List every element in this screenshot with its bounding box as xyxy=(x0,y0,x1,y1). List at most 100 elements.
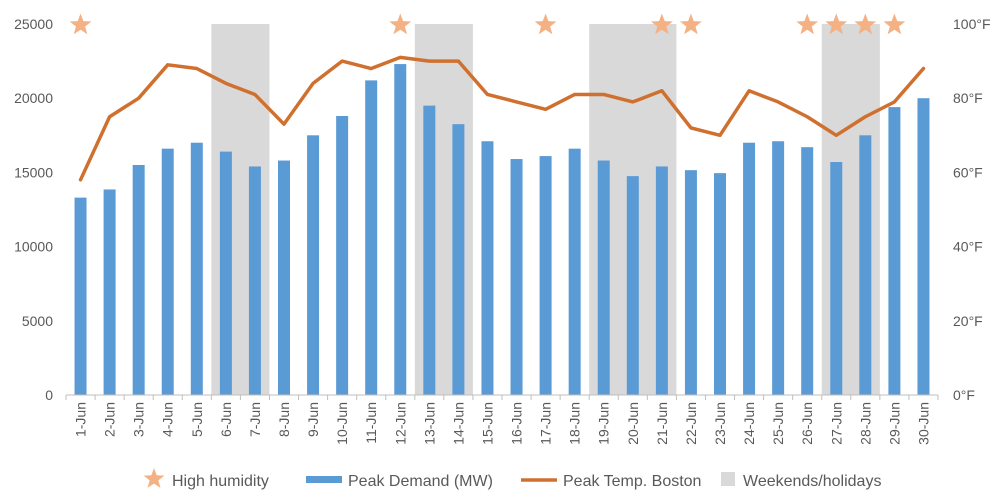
x-tick-label: 22-Jun xyxy=(683,402,699,445)
left-axis-tick-label: 10000 xyxy=(14,239,53,255)
humidity-stars-layer xyxy=(69,13,906,35)
left-axis-ticks: 0 5000 10000 15000 20000 25000 xyxy=(14,16,53,403)
demand-bar-20-Jun xyxy=(626,176,639,395)
left-axis-tick-label: 0 xyxy=(45,387,53,403)
demand-bar-11-Jun xyxy=(365,80,378,395)
demand-bars-layer xyxy=(74,64,930,396)
temperature-line-layer xyxy=(78,55,926,182)
demand-bar-2-Jun xyxy=(103,189,116,395)
x-tick-label: 26-Jun xyxy=(799,402,815,445)
legend-label: High humidity xyxy=(172,473,269,490)
right-axis-tick-label: 80°F xyxy=(953,90,983,106)
demand-bar-17-Jun xyxy=(539,156,552,395)
legend: High humidity Peak Demand (MW) Peak Temp. … xyxy=(143,468,881,490)
x-tick-label: 25-Jun xyxy=(770,402,786,445)
demand-bar-28-Jun xyxy=(859,135,872,396)
x-tick-label: 8-Jun xyxy=(276,402,292,437)
demand-bar-26-Jun xyxy=(801,147,814,395)
right-axis-tick-label: 20°F xyxy=(953,313,983,329)
demand-bar-16-Jun xyxy=(510,159,523,395)
x-axis-ticks: 1-Jun 2-Jun 3-Jun 4-Jun 5-Jun 6-Jun 7-Jun 8-Jun… xyxy=(73,402,932,445)
demand-bar-6-Jun xyxy=(219,151,232,395)
demand-bar-9-Jun xyxy=(307,135,320,396)
x-tick-label: 21-Jun xyxy=(654,402,670,445)
legend-label: Peak Temp. Boston xyxy=(563,473,701,490)
demand-bar-27-Jun xyxy=(830,162,843,395)
demand-bar-19-Jun xyxy=(597,160,610,395)
humidity-star-1-Jun xyxy=(69,13,92,35)
right-axis-ticks: 0°F 20°F 40°F 60°F 80°F 100°F xyxy=(953,16,991,403)
x-tick-label: 3-Jun xyxy=(131,402,147,437)
legend-item-1: Peak Demand (MW) xyxy=(306,473,493,490)
x-tick-label: 13-Jun xyxy=(421,402,437,445)
x-tick-label: 29-Jun xyxy=(886,402,902,445)
humidity-star-12-Jun xyxy=(389,13,412,35)
x-tick-label: 11-Jun xyxy=(363,402,379,444)
legend-bar-icon xyxy=(306,476,342,483)
legend-label: Weekends/holidays xyxy=(743,473,881,490)
x-tick-label: 19-Jun xyxy=(596,402,612,445)
demand-bar-12-Jun xyxy=(394,64,407,395)
demand-bar-23-Jun xyxy=(714,173,726,395)
humidity-star-17-Jun xyxy=(534,13,557,35)
x-tick-label: 7-Jun xyxy=(247,402,263,437)
right-axis-tick-label: 60°F xyxy=(953,164,983,180)
x-tick-label: 12-Jun xyxy=(392,402,408,445)
x-tick-label: 27-Jun xyxy=(828,402,844,445)
x-tick-label: 18-Jun xyxy=(567,402,583,445)
x-tick-label: 2-Jun xyxy=(102,402,118,437)
demand-bar-3-Jun xyxy=(132,164,145,395)
demand-bar-5-Jun xyxy=(190,142,203,395)
x-tick-label: 14-Jun xyxy=(450,402,466,445)
humidity-star-21-Jun xyxy=(650,13,673,35)
axes-layer xyxy=(65,394,939,400)
demand-bar-1-Jun xyxy=(74,197,87,395)
humidity-star-26-Jun xyxy=(796,13,819,35)
demand-bar-22-Jun xyxy=(684,170,697,395)
x-tick-label: 15-Jun xyxy=(479,402,495,445)
temperature-line xyxy=(78,55,926,182)
demand-bar-25-Jun xyxy=(772,141,785,395)
left-axis-tick-label: 5000 xyxy=(22,313,53,329)
x-tick-label: 10-Jun xyxy=(334,402,350,445)
legend-item-3: Weekends/holidays xyxy=(721,472,881,490)
x-tick-label: 6-Jun xyxy=(218,402,234,437)
x-tick-label: 24-Jun xyxy=(741,402,757,445)
x-tick-label: 20-Jun xyxy=(625,402,641,445)
humidity-star-29-Jun xyxy=(883,13,906,35)
humidity-star-27-Jun xyxy=(825,13,848,35)
demand-bar-29-Jun xyxy=(888,107,901,395)
x-tick-label: 5-Jun xyxy=(189,402,205,437)
left-axis-tick-label: 15000 xyxy=(14,164,53,180)
right-axis-tick-label: 0°F xyxy=(953,387,975,403)
humidity-star-28-Jun xyxy=(854,13,877,35)
demand-bar-24-Jun xyxy=(743,142,756,395)
demand-bar-13-Jun xyxy=(423,105,436,396)
demand-bar-4-Jun xyxy=(161,148,174,395)
demand-bar-7-Jun xyxy=(248,166,261,395)
demand-bar-15-Jun xyxy=(481,141,494,395)
demand-bar-21-Jun xyxy=(655,166,668,395)
left-axis-tick-label: 25000 xyxy=(14,16,53,32)
x-tick-label: 1-Jun xyxy=(73,402,89,437)
demand-bar-30-Jun xyxy=(917,98,930,395)
legend-item-0: High humidity xyxy=(143,468,269,490)
left-axis-tick-label: 20000 xyxy=(14,90,53,106)
demand-bar-14-Jun xyxy=(452,124,465,396)
x-tick-label: 23-Jun xyxy=(712,402,728,445)
demand-bar-10-Jun xyxy=(336,116,349,395)
right-axis-tick-label: 40°F xyxy=(953,239,983,255)
x-tick-label: 17-Jun xyxy=(538,402,554,445)
x-tick-label: 16-Jun xyxy=(509,402,525,445)
x-tick-label: 28-Jun xyxy=(857,402,873,445)
demand-bar-8-Jun xyxy=(278,160,290,395)
legend-label: Peak Demand (MW) xyxy=(348,473,493,490)
x-tick-label: 9-Jun xyxy=(305,402,321,437)
x-tick-label: 4-Jun xyxy=(160,402,176,437)
legend-item-2: Peak Temp. Boston xyxy=(521,473,701,490)
legend-square-icon xyxy=(721,472,735,486)
humidity-star-22-Jun xyxy=(680,13,702,35)
demand-bar-18-Jun xyxy=(568,148,581,395)
